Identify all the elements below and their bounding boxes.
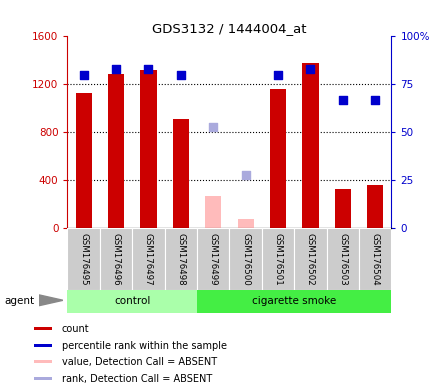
Point xyxy=(274,72,281,78)
Bar xyxy=(237,219,253,228)
FancyBboxPatch shape xyxy=(67,290,197,313)
FancyBboxPatch shape xyxy=(67,228,100,290)
Point xyxy=(242,172,249,178)
Text: agent: agent xyxy=(4,296,34,306)
Point xyxy=(177,72,184,78)
Bar xyxy=(76,93,92,228)
FancyBboxPatch shape xyxy=(34,377,52,380)
Text: GSM176497: GSM176497 xyxy=(144,233,153,285)
Text: control: control xyxy=(114,296,150,306)
Point xyxy=(145,66,151,72)
FancyBboxPatch shape xyxy=(197,290,391,313)
FancyBboxPatch shape xyxy=(34,360,52,363)
Point xyxy=(112,66,119,72)
FancyBboxPatch shape xyxy=(326,228,358,290)
Text: count: count xyxy=(62,324,89,334)
Text: GSM176498: GSM176498 xyxy=(176,233,185,285)
Bar xyxy=(205,196,221,228)
FancyBboxPatch shape xyxy=(197,228,229,290)
Bar xyxy=(172,119,188,228)
Point xyxy=(339,97,345,103)
Text: GSM176501: GSM176501 xyxy=(273,233,282,286)
FancyBboxPatch shape xyxy=(34,344,52,347)
Bar xyxy=(270,89,286,228)
Text: cigarette smoke: cigarette smoke xyxy=(252,296,335,306)
FancyBboxPatch shape xyxy=(293,228,326,290)
Text: GSM176500: GSM176500 xyxy=(240,233,250,286)
Bar xyxy=(366,185,382,228)
FancyBboxPatch shape xyxy=(229,228,261,290)
Text: GSM176504: GSM176504 xyxy=(370,233,379,286)
Text: percentile rank within the sample: percentile rank within the sample xyxy=(62,341,226,351)
Text: GSM176503: GSM176503 xyxy=(338,233,347,286)
Bar xyxy=(140,70,156,228)
Bar xyxy=(334,189,350,228)
Bar xyxy=(302,63,318,228)
Text: value, Detection Call = ABSENT: value, Detection Call = ABSENT xyxy=(62,357,217,367)
Point xyxy=(209,124,216,130)
Point xyxy=(371,97,378,103)
Text: GSM176502: GSM176502 xyxy=(305,233,314,286)
Bar xyxy=(108,74,124,228)
FancyBboxPatch shape xyxy=(164,228,197,290)
FancyBboxPatch shape xyxy=(132,228,164,290)
FancyBboxPatch shape xyxy=(34,328,52,330)
Point xyxy=(306,66,313,72)
Point xyxy=(80,72,87,78)
FancyBboxPatch shape xyxy=(100,228,132,290)
Text: rank, Detection Call = ABSENT: rank, Detection Call = ABSENT xyxy=(62,374,211,384)
Polygon shape xyxy=(39,295,63,306)
FancyBboxPatch shape xyxy=(67,228,391,290)
FancyBboxPatch shape xyxy=(261,228,293,290)
FancyBboxPatch shape xyxy=(358,228,391,290)
Text: GSM176495: GSM176495 xyxy=(79,233,88,285)
Text: GSM176499: GSM176499 xyxy=(208,233,217,285)
Title: GDS3132 / 1444004_at: GDS3132 / 1444004_at xyxy=(152,22,306,35)
Text: GSM176496: GSM176496 xyxy=(111,233,120,285)
